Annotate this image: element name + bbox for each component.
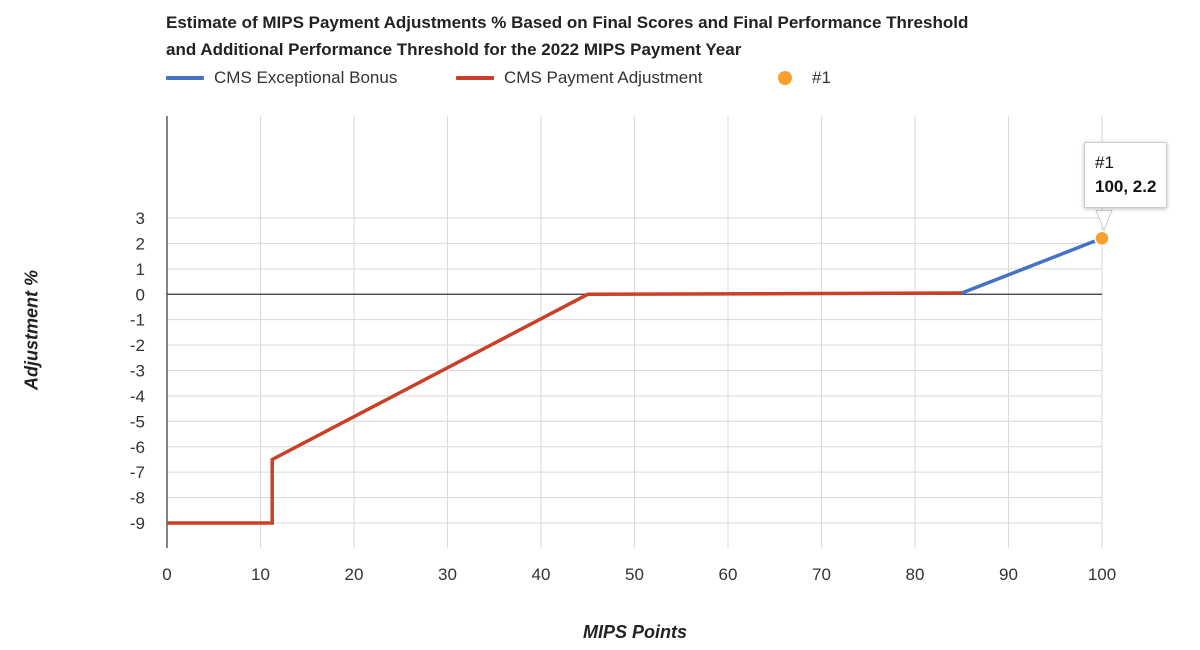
x-tick-label-90: 90 [999, 565, 1018, 584]
x-tick-label-40: 40 [532, 565, 551, 584]
legend-item-point-1[interactable]: #1 [778, 66, 831, 90]
x-tick-label-80: 80 [906, 565, 925, 584]
x-tick-label-60: 60 [719, 565, 738, 584]
series-line-cms-payment-adjustment[interactable] [167, 291, 962, 525]
legend-swatch-point-1 [778, 71, 792, 85]
y-tick-label--6: -6 [130, 438, 145, 457]
data-point-1[interactable] [1094, 230, 1110, 247]
chart-title-line-2: and Additional Performance Threshold for… [166, 40, 742, 59]
y-tick-label--2: -2 [130, 336, 145, 355]
x-tick-label-50: 50 [625, 565, 644, 584]
y-tick-label--1: -1 [130, 311, 145, 330]
tooltip-pointer [1095, 209, 1113, 232]
legend-item-exceptional-bonus[interactable]: CMS Exceptional Bonus [166, 66, 397, 90]
y-tick-label-0: 0 [136, 285, 145, 304]
legend-item-payment-adjustment[interactable]: CMS Payment Adjustment [456, 66, 702, 90]
y-tick-label-2: 2 [136, 234, 145, 253]
x-tick-label-70: 70 [812, 565, 831, 584]
x-tick-label-0: 0 [162, 565, 171, 584]
x-tick-label-30: 30 [438, 565, 457, 584]
y-tick-label-3: 3 [136, 209, 145, 228]
x-axis-title: MIPS Points [582, 622, 688, 642]
legend-label-point-1: #1 [812, 68, 831, 87]
y-tick-label--7: -7 [130, 463, 145, 482]
y-tick-label--4: -4 [130, 387, 145, 406]
x-tick-label-10: 10 [251, 565, 270, 584]
legend-label-payment-adjustment: CMS Payment Adjustment [504, 68, 703, 87]
legend-swatch-payment-adjustment [456, 76, 494, 80]
data-point-tooltip: #1 100, 2.2 [1084, 142, 1168, 209]
chart-title: Estimate of MIPS Payment Adjustments % B… [166, 9, 968, 63]
chart-title-line-1: Estimate of MIPS Payment Adjustments % B… [166, 13, 969, 32]
legend-swatch-exceptional-bonus [166, 76, 204, 80]
x-tick-label-100: 100 [1088, 565, 1116, 584]
y-tick-label-1: 1 [136, 260, 145, 279]
y-tick-label--9: -9 [130, 514, 145, 533]
y-tick-label--5: -5 [130, 412, 145, 431]
series-line-cms-exceptional-bonus[interactable] [961, 236, 1103, 295]
tooltip-value: 100, 2.2 [1095, 177, 1157, 197]
tooltip-series-name: #1 [1095, 153, 1114, 173]
legend-label-exceptional-bonus: CMS Exceptional Bonus [214, 68, 398, 87]
x-tick-label-20: 20 [345, 565, 364, 584]
y-tick-label--8: -8 [130, 489, 145, 508]
y-tick-label--3: -3 [130, 362, 145, 381]
